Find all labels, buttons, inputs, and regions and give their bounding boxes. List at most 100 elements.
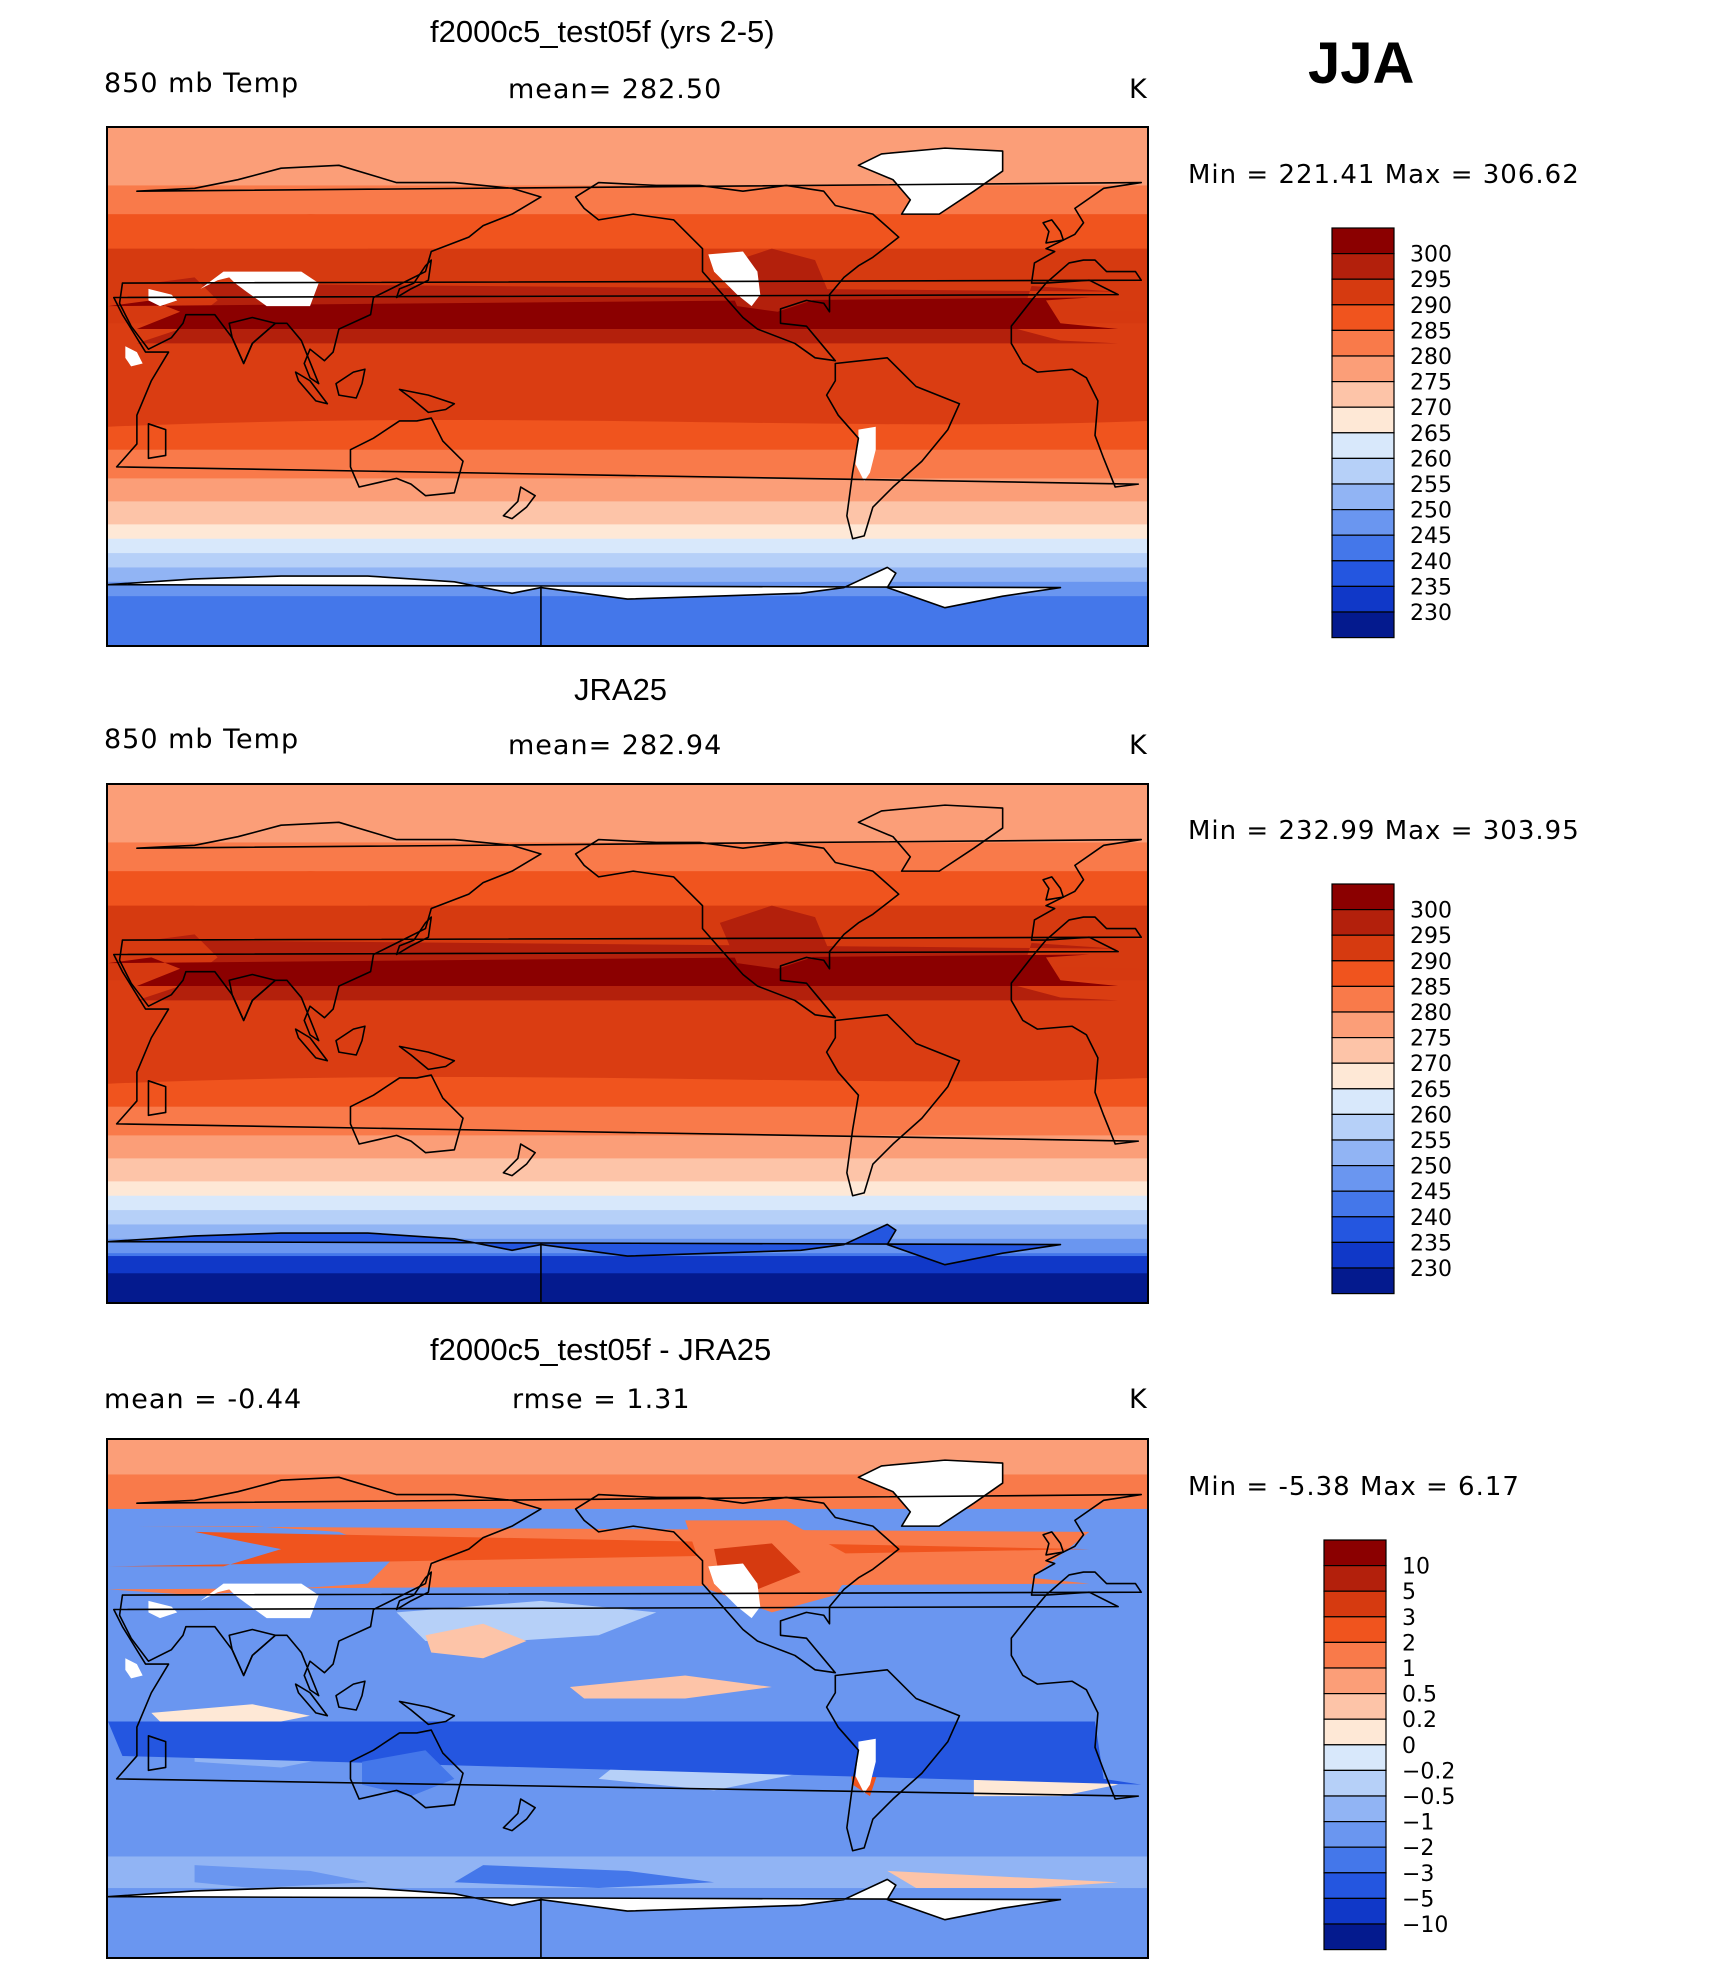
panel-3-units: K — [1129, 1384, 1148, 1415]
colorbar-swatch — [1331, 1190, 1395, 1218]
colorbar-tick-label: 285 — [1410, 319, 1452, 344]
colorbar-swatch — [1331, 406, 1395, 434]
colorbar-swatch — [1323, 1693, 1387, 1720]
panel-1-colorbar: 300 295 290 285 280 275 270 265 260 255 250 245 240 2… — [1330, 226, 1500, 642]
colorbar-swatch — [1331, 253, 1395, 280]
panel-1-minmax: Min = 221.41 Max = 306.62 — [1188, 160, 1580, 190]
panel-1-title: f2000c5_test05f (yrs 2-5) — [430, 14, 775, 49]
colorbar-tick-label: 255 — [1410, 1129, 1452, 1154]
colorbar-tick-label: 280 — [1410, 1001, 1452, 1026]
colorbar-tick-label: −5 — [1402, 1887, 1434, 1912]
colorbar-tick-label: 265 — [1410, 422, 1452, 447]
colorbar-swatch — [1323, 1616, 1387, 1644]
colorbar-swatch — [1323, 1565, 1387, 1592]
panel-2-minmax: Min = 232.99 Max = 303.95 — [1188, 816, 1580, 846]
season-label: JJA — [1308, 31, 1415, 96]
colorbar-swatch — [1331, 909, 1395, 936]
colorbar-tick-label: 240 — [1410, 1206, 1452, 1231]
colorbar-swatch — [1331, 611, 1395, 639]
colorbar-swatch — [1323, 1667, 1387, 1695]
panel-1-units: K — [1129, 74, 1148, 105]
colorbar-swatch — [1331, 560, 1395, 587]
colorbar-swatch — [1323, 1641, 1387, 1669]
colorbar-tick-label: 0 — [1402, 1734, 1416, 1759]
panel-3-minmax: Min = -5.38 Max = 6.17 — [1188, 1472, 1520, 1502]
panel-2-title: JRA25 — [574, 672, 668, 707]
colorbar-tick-label: 255 — [1410, 473, 1452, 498]
panel-1-mean-label: mean= 282.50 — [508, 74, 723, 105]
colorbar-swatch — [1323, 1718, 1387, 1746]
panel-3-title: f2000c5_test05f - JRA25 — [430, 1332, 772, 1367]
colorbar-tick-label: 245 — [1410, 524, 1452, 549]
colorbar-tick-label: −3 — [1402, 1862, 1434, 1887]
colorbar-swatch — [1323, 1846, 1387, 1874]
panel-1-map — [106, 126, 1149, 647]
map-field — [108, 785, 1147, 1302]
colorbar-tick-label: 260 — [1410, 1103, 1452, 1128]
colorbar-tick-label: 270 — [1410, 396, 1452, 421]
panel-3-mean-label: mean = -0.44 — [104, 1384, 303, 1415]
colorbar-tick-label: −2 — [1402, 1836, 1434, 1861]
colorbar-swatch — [1331, 1062, 1395, 1090]
colorbar-tick-label: 230 — [1410, 601, 1452, 626]
colorbar-tick-label: 265 — [1410, 1078, 1452, 1103]
colorbar-swatch — [1323, 1897, 1387, 1925]
colorbar-tick-label: 250 — [1410, 499, 1452, 524]
colorbar-swatch — [1331, 329, 1395, 357]
colorbar-tick-label: 0.2 — [1402, 1708, 1437, 1733]
colorbar-swatch — [1331, 432, 1395, 460]
colorbar-tick-label: −0.2 — [1402, 1759, 1455, 1784]
panel-2-variable-label: 850 mb Temp — [104, 724, 300, 755]
colorbar-tick-label: 1 — [1402, 1657, 1416, 1682]
colorbar-swatch — [1323, 1923, 1387, 1951]
colorbar-tick-label: 245 — [1410, 1180, 1452, 1205]
colorbar-swatch — [1331, 509, 1395, 536]
colorbar-tick-label: 300 — [1410, 899, 1452, 924]
colorbar-tick-label: 5 — [1402, 1580, 1416, 1605]
colorbar-swatch — [1331, 381, 1395, 408]
colorbar-swatch — [1331, 1088, 1395, 1116]
colorbar-swatch — [1331, 534, 1395, 562]
colorbar-swatch — [1331, 483, 1395, 511]
colorbar-tick-label: 250 — [1410, 1155, 1452, 1180]
colorbar-tick-label: −1 — [1402, 1811, 1434, 1836]
colorbar-tick-label: 2 — [1402, 1631, 1416, 1656]
colorbar-swatch — [1331, 457, 1395, 485]
panel-2-units: K — [1129, 730, 1148, 761]
colorbar-tick-label: 275 — [1410, 1027, 1452, 1052]
colorbar-swatch — [1331, 1267, 1395, 1295]
colorbar-swatch — [1323, 1872, 1387, 1899]
panel-3-rmse-label: rmse = 1.31 — [512, 1384, 691, 1415]
colorbar-tick-label: 235 — [1410, 575, 1452, 600]
colorbar-tick-label: 275 — [1410, 371, 1452, 396]
map-field — [108, 1440, 1147, 1957]
colorbar-tick-label: 0.5 — [1402, 1683, 1437, 1708]
colorbar-tick-label: 10 — [1402, 1555, 1430, 1580]
panel-2-colorbar: 300 295 290 285 280 275 270 265 260 255 250 245 240 2… — [1330, 882, 1500, 1298]
colorbar-swatch — [1331, 1165, 1395, 1192]
colorbar-swatch — [1331, 278, 1395, 306]
colorbar-swatch — [1331, 1011, 1395, 1039]
colorbar-swatch — [1331, 985, 1395, 1013]
colorbar-tick-label: 260 — [1410, 447, 1452, 472]
colorbar-tick-label: 240 — [1410, 550, 1452, 575]
colorbar-tick-label: 3 — [1402, 1606, 1416, 1631]
colorbar-swatch — [1331, 1216, 1395, 1243]
colorbar-tick-label: 295 — [1410, 268, 1452, 293]
panel-2-mean-label: mean= 282.94 — [508, 730, 723, 761]
colorbar-tick-label: 230 — [1410, 1257, 1452, 1282]
colorbar-swatch — [1331, 934, 1395, 962]
colorbar-tick-label: −10 — [1402, 1913, 1448, 1938]
colorbar-swatch — [1331, 1037, 1395, 1064]
colorbar-tick-label: 300 — [1410, 243, 1452, 268]
colorbar-swatch — [1331, 1139, 1395, 1167]
colorbar-swatch — [1323, 1795, 1387, 1823]
colorbar-swatch — [1323, 1590, 1387, 1618]
colorbar-tick-label: 290 — [1410, 294, 1452, 319]
panel-3-colorbar: 10 5 3 2 1 0.5 0.2 0 −0.2 −0.5 −1 −2 −3 −5 −10 — [1322, 1538, 1492, 1954]
colorbar-tick-label: 280 — [1410, 345, 1452, 370]
colorbar-swatch — [1331, 960, 1395, 988]
panel-2-map — [106, 783, 1149, 1304]
map-field — [108, 128, 1147, 645]
colorbar-swatch — [1331, 585, 1395, 613]
